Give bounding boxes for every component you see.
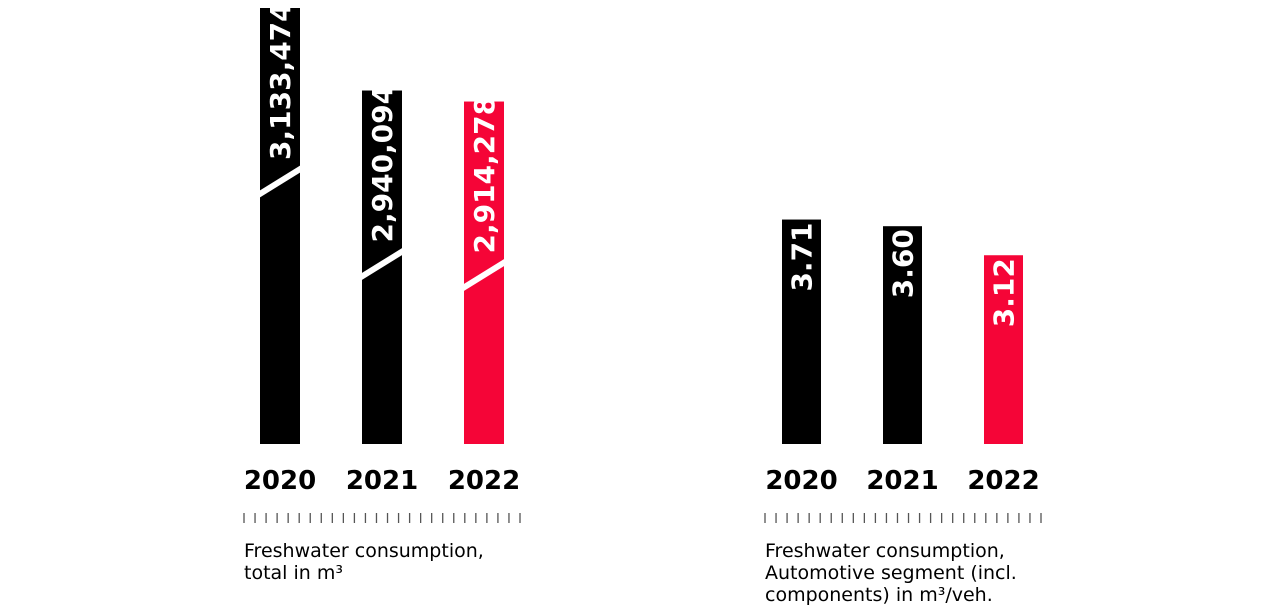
bar-2020	[782, 219, 821, 444]
data-label: 2,914,278	[468, 96, 501, 254]
bar-2020	[260, 8, 300, 444]
axis-break-mark	[463, 258, 505, 292]
axis-break-mark	[259, 165, 301, 198]
caption-line: components) in m³/veh.	[765, 584, 993, 606]
data-label: 2,940,094	[366, 85, 399, 243]
data-label: 3,133,474	[264, 2, 297, 160]
chart-total-freshwater: 3,133,474 2020 2,940,094 2021 2,914,278 2022	[243, 2, 521, 523]
tick-label-2021: 2021	[346, 466, 418, 496]
data-label: 3.60	[887, 229, 920, 298]
caption-line: total in m³	[244, 562, 343, 584]
chart-freshwater-per-vehicle: 3.71 2020 3.60 2021 3.12 2022	[764, 219, 1042, 523]
caption-line: Freshwater consumption,	[244, 540, 484, 562]
tick-label-2022: 2022	[967, 466, 1039, 496]
bar-2021	[883, 226, 922, 444]
tick-label-2020: 2020	[765, 466, 837, 496]
caption-line: Freshwater consumption,	[765, 540, 1005, 562]
tick-label-2021: 2021	[866, 466, 938, 496]
bar-2022	[984, 255, 1023, 444]
tick-label-2020: 2020	[244, 466, 316, 496]
data-label: 3.12	[988, 258, 1021, 327]
data-label: 3.71	[786, 222, 819, 291]
caption-freshwater-per-vehicle: Freshwater consumption, Automotive segme…	[765, 540, 1065, 606]
caption-line: Automotive segment (incl.	[765, 562, 1017, 584]
caption-total-freshwater: Freshwater consumption, total in m³	[244, 540, 544, 584]
axis-break-mark	[361, 247, 403, 281]
tick-label-2022: 2022	[448, 466, 520, 496]
